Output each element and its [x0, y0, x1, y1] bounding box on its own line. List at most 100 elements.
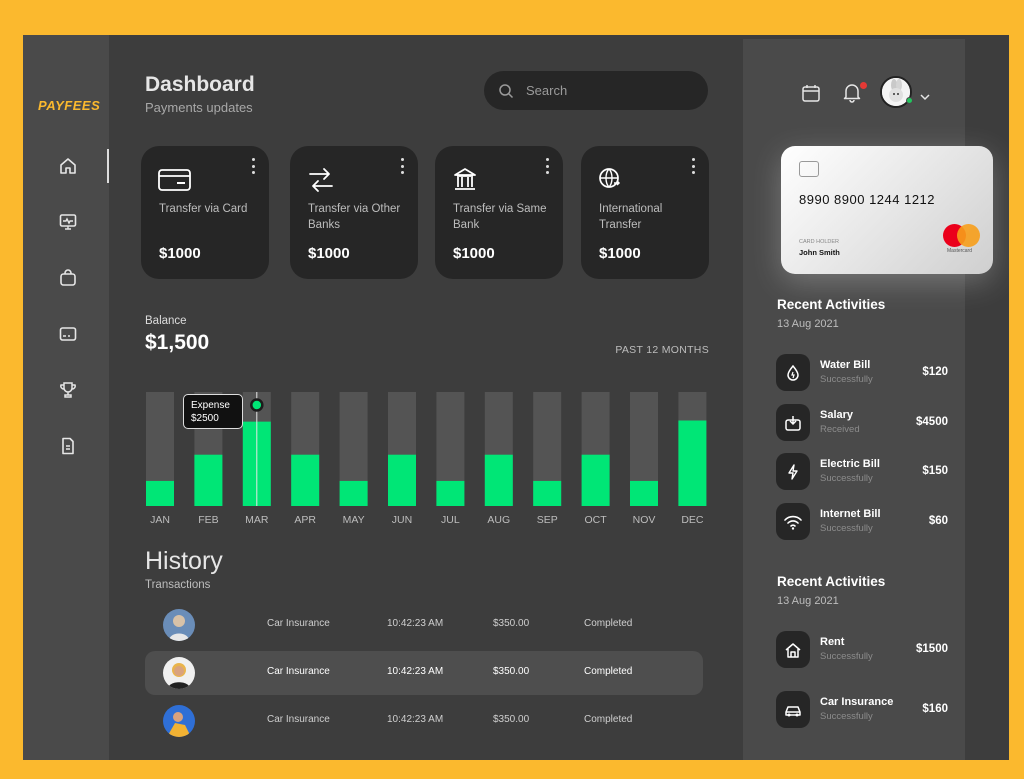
- chart-tooltip: Expense $2500: [183, 394, 243, 429]
- activity-item[interactable]: Salary Received $4500: [776, 404, 948, 442]
- bar-sep[interactable]: [533, 480, 562, 506]
- calendar-icon[interactable]: [800, 82, 822, 104]
- wifi-icon: [784, 515, 802, 530]
- table-row[interactable]: Car Insurance 10:42:23 AM $350.00 Comple…: [145, 699, 703, 743]
- x-tick-label: AUG: [487, 514, 510, 526]
- more-options-icon[interactable]: [249, 158, 257, 174]
- card-label: International Transfer: [599, 203, 663, 231]
- sidebar-item-document[interactable]: [53, 431, 83, 461]
- activity-item[interactable]: Internet Bill Successfully $60: [776, 503, 948, 541]
- history-subtitle: Transactions: [145, 579, 211, 591]
- table-row[interactable]: Car Insurance 10:42:23 AM $350.00 Comple…: [145, 651, 703, 695]
- sidebar-item-home[interactable]: [53, 151, 83, 181]
- sidebar-item-trophy[interactable]: [53, 375, 83, 405]
- balance-amount: $1,500: [145, 331, 210, 354]
- bar-mar[interactable]: [242, 421, 271, 506]
- home-icon: [60, 158, 76, 174]
- salary-icon: [785, 415, 801, 431]
- x-tick-label: JUL: [441, 514, 460, 526]
- x-tick-label: JAN: [150, 514, 170, 526]
- search-icon: [499, 83, 514, 98]
- bar-nov[interactable]: [630, 480, 658, 506]
- lightning-icon: [788, 463, 798, 480]
- transaction-amount: $350.00: [493, 666, 530, 677]
- sidebar-item-monitor[interactable]: [53, 207, 83, 237]
- main-content: Dashboard Payments updates Transfer via …: [109, 35, 743, 760]
- card-label: Transfer via Same Bank: [453, 203, 547, 231]
- bar-aug[interactable]: [484, 454, 513, 506]
- bell-icon[interactable]: [841, 81, 863, 103]
- bank-card[interactable]: 8990 8900 1244 1212 CARD HOLDER John Smi…: [781, 146, 993, 274]
- transfer-card-same-bank[interactable]: Transfer via Same Bank $1000: [435, 146, 563, 279]
- bar-track: [581, 392, 610, 506]
- card-number: 8990 8900 1244 1212: [799, 192, 936, 207]
- water-drop-icon: [787, 364, 799, 381]
- bar-may[interactable]: [339, 480, 368, 506]
- bar-track: [678, 392, 707, 506]
- x-tick-label: JUN: [392, 514, 412, 526]
- chevron-down-icon[interactable]: [920, 93, 930, 101]
- activity-name: Rent: [820, 636, 845, 648]
- card-icon: [59, 327, 77, 341]
- x-tick-label: NOV: [633, 514, 656, 526]
- bar-track: [388, 392, 416, 506]
- card-amount: $1000: [453, 245, 495, 262]
- sidebar-item-bag[interactable]: [53, 263, 83, 293]
- transaction-amount: $350.00: [493, 618, 530, 629]
- transfer-card-other-banks[interactable]: Transfer via Other Banks $1000: [290, 146, 418, 279]
- bar-jun[interactable]: [388, 454, 416, 506]
- transfer-card-card[interactable]: Transfer via Card $1000: [141, 146, 269, 279]
- activity-item[interactable]: Rent Successfully $1500: [776, 631, 948, 669]
- bar-track: [291, 392, 320, 506]
- more-options-icon[interactable]: [543, 158, 551, 174]
- highlight-point[interactable]: [250, 398, 264, 412]
- table-row[interactable]: Car Insurance 10:42:23 AM $350.00 Comple…: [145, 603, 703, 647]
- bar-dec[interactable]: [678, 420, 707, 507]
- balance-label: Balance: [145, 315, 187, 327]
- card-label: Transfer via Card: [159, 203, 248, 215]
- arrows-swap-icon: [309, 168, 333, 192]
- nav-active-indicator: [107, 149, 109, 183]
- bar-apr[interactable]: [291, 454, 320, 506]
- tooltip-value: $2500: [191, 413, 219, 424]
- bar-track: [484, 392, 513, 506]
- bar-jan[interactable]: [146, 480, 174, 506]
- bar-feb[interactable]: [194, 454, 223, 506]
- bar-jul[interactable]: [436, 480, 465, 506]
- house-icon: [785, 642, 801, 658]
- more-options-icon[interactable]: [689, 158, 697, 174]
- bar-oct[interactable]: [581, 454, 610, 506]
- transaction-type: Car Insurance: [267, 666, 330, 677]
- activity-item[interactable]: Car Insurance Successfully $160: [776, 691, 948, 729]
- activity-amount: $160: [922, 703, 948, 715]
- mastercard-logo: Mastercard: [943, 224, 983, 254]
- activity-amount: $1500: [916, 643, 948, 655]
- more-options-icon[interactable]: [398, 158, 406, 174]
- activity-name: Car Insurance: [820, 696, 894, 708]
- search-input[interactable]: [526, 83, 686, 98]
- bar-track: [339, 392, 368, 506]
- bar-track: [533, 392, 562, 506]
- transaction-status: Completed: [584, 714, 633, 725]
- bar-track: [436, 392, 465, 506]
- activity-status: Successfully: [820, 374, 873, 385]
- activity-name: Water Bill: [820, 359, 871, 371]
- activity-amount: $120: [922, 366, 948, 378]
- right-gutter: [965, 35, 1009, 760]
- notification-dot: [860, 82, 867, 89]
- history-title: History: [145, 547, 223, 575]
- avatar: [163, 705, 195, 737]
- period-selector[interactable]: PAST 12 MONTHS: [615, 344, 709, 356]
- activity-name: Salary: [820, 409, 854, 421]
- activities-title: Recent Activities: [777, 574, 886, 589]
- sidebar-item-card[interactable]: [53, 319, 83, 349]
- transfer-card-international[interactable]: International Transfer $1000: [581, 146, 709, 279]
- bar-track: [146, 392, 174, 506]
- activity-item[interactable]: Water Bill Successfully $120: [776, 354, 948, 392]
- search-bar[interactable]: [484, 71, 708, 110]
- transaction-amount: $350.00: [493, 714, 530, 725]
- avatar: [163, 609, 195, 641]
- activity-icon-box: [776, 691, 810, 728]
- activity-item[interactable]: Electric Bill Successfully $150: [776, 453, 948, 491]
- page-subtitle: Payments updates: [145, 100, 253, 115]
